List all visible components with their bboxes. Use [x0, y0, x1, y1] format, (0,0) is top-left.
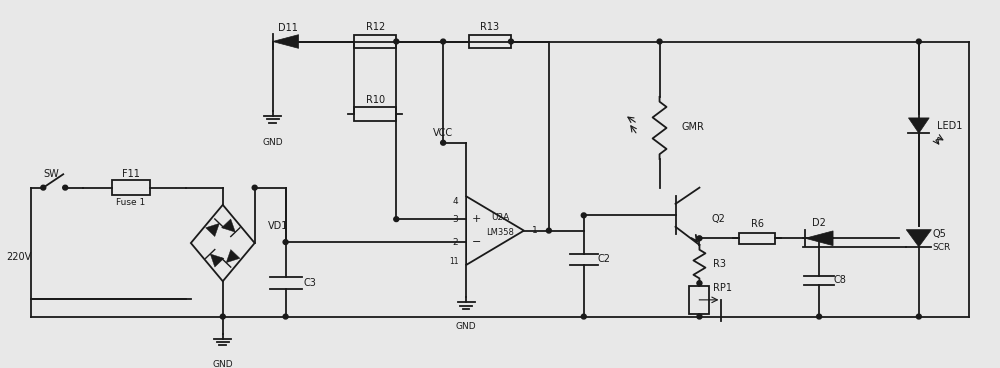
Polygon shape	[805, 231, 833, 245]
Text: C2: C2	[598, 254, 611, 264]
Circle shape	[283, 314, 288, 319]
Text: F11: F11	[122, 169, 140, 179]
Circle shape	[283, 240, 288, 244]
Polygon shape	[226, 250, 240, 263]
Polygon shape	[222, 219, 235, 232]
Text: D2: D2	[812, 218, 826, 228]
Text: D11: D11	[278, 23, 298, 33]
Text: C3: C3	[304, 278, 316, 288]
Text: GMR: GMR	[681, 123, 704, 132]
Bar	[469, 35, 511, 48]
Text: R10: R10	[366, 95, 385, 105]
Circle shape	[697, 281, 702, 286]
Text: R12: R12	[366, 22, 385, 32]
Bar	[354, 107, 396, 121]
Text: GND: GND	[262, 138, 283, 147]
Polygon shape	[206, 223, 219, 237]
Text: Q2: Q2	[711, 214, 725, 224]
Circle shape	[916, 314, 921, 319]
Circle shape	[581, 213, 586, 218]
Text: −: −	[471, 237, 481, 247]
Polygon shape	[466, 196, 524, 265]
Text: SCR: SCR	[933, 243, 951, 252]
Text: 11: 11	[450, 257, 459, 266]
Polygon shape	[210, 254, 224, 267]
Text: SW: SW	[43, 169, 59, 179]
Circle shape	[252, 185, 257, 190]
Text: 2: 2	[452, 238, 458, 247]
Bar	[689, 286, 709, 314]
Text: +: +	[471, 214, 481, 224]
Circle shape	[394, 39, 399, 44]
Text: 3: 3	[452, 215, 458, 224]
Circle shape	[441, 39, 446, 44]
Text: 4: 4	[452, 197, 458, 205]
Text: R13: R13	[480, 22, 500, 32]
Text: LM358: LM358	[486, 228, 514, 237]
Text: R3: R3	[713, 259, 726, 269]
Circle shape	[41, 185, 46, 190]
Text: U2A: U2A	[491, 213, 509, 222]
Text: 220V: 220V	[7, 252, 32, 262]
Polygon shape	[191, 205, 255, 281]
Text: 1: 1	[532, 226, 538, 235]
Circle shape	[916, 39, 921, 44]
Circle shape	[657, 39, 662, 44]
Text: GND: GND	[456, 322, 476, 330]
Text: R6: R6	[751, 219, 764, 229]
Text: VCC: VCC	[433, 128, 453, 138]
Text: RP1: RP1	[713, 283, 732, 293]
Circle shape	[817, 236, 822, 241]
Circle shape	[697, 236, 702, 241]
Circle shape	[817, 314, 822, 319]
Circle shape	[508, 39, 513, 44]
Circle shape	[546, 228, 551, 233]
Polygon shape	[908, 118, 929, 133]
Text: Fuse 1: Fuse 1	[116, 198, 146, 208]
Text: GND: GND	[212, 360, 233, 368]
Bar	[112, 180, 150, 195]
Circle shape	[394, 217, 399, 222]
Circle shape	[581, 314, 586, 319]
Bar	[739, 233, 775, 244]
Circle shape	[220, 314, 225, 319]
Polygon shape	[273, 35, 299, 48]
Polygon shape	[906, 230, 931, 247]
Circle shape	[697, 314, 702, 319]
Text: Q5: Q5	[933, 229, 947, 240]
Text: VD1: VD1	[267, 221, 288, 231]
Circle shape	[63, 185, 68, 190]
Text: C8: C8	[833, 275, 846, 285]
Circle shape	[441, 140, 446, 145]
Text: LED1: LED1	[937, 121, 962, 131]
Bar	[354, 35, 396, 48]
